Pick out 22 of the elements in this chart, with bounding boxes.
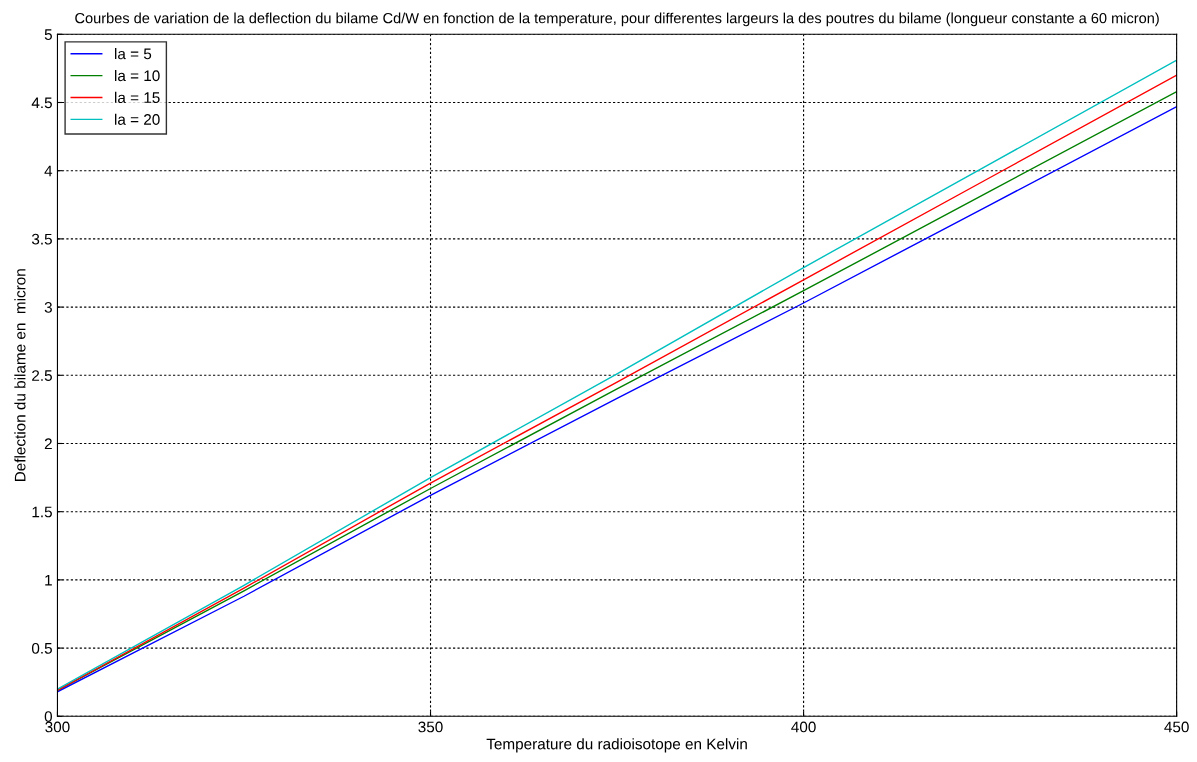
y-tick-label: 1 (45, 574, 52, 586)
x-tick-label: 400 (791, 721, 816, 733)
y-tick-label: 0.5 (31, 642, 52, 654)
x-tick-label: 450 (1164, 721, 1189, 733)
x-tick-label: 300 (45, 721, 70, 733)
x-axis-title: Temperature du radioisotope en Kelvin (486, 738, 747, 753)
y-tick-label: 4 (44, 165, 53, 177)
legend-label: la = 5 (115, 48, 152, 60)
legend-label: la = 20 (115, 113, 160, 125)
y-tick-label: 0 (44, 711, 52, 722)
legend-label: la = 10 (115, 69, 160, 82)
y-tick-label: 5 (44, 29, 52, 40)
y-tick-label: 2.5 (32, 370, 52, 381)
x-tick-label: 350 (418, 721, 443, 733)
legend-label: la = 15 (115, 91, 160, 104)
y-tick-label: 1.5 (32, 506, 52, 518)
y-tick-label: 3.5 (31, 233, 52, 245)
y-tick-label: 3 (44, 301, 52, 313)
y-tick-label: 2 (44, 438, 52, 450)
y-axis-title: Deflection du bilame en micron (14, 269, 26, 482)
y-tick-label: 4.5 (31, 97, 52, 109)
chart-title: Courbes de variation de la deflection du bilame Cd/W en fonction de la temperature, pour differentes largeurs la des poutres du bilame (longueur constante a 60 micron) (75, 12, 1159, 27)
